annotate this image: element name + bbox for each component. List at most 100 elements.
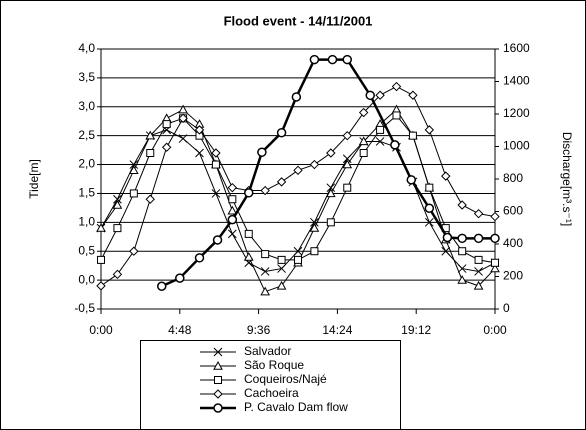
marker <box>277 255 286 264</box>
marker <box>162 120 171 129</box>
marker <box>260 286 271 296</box>
y2-tick-label: 200 <box>503 269 523 283</box>
marker <box>195 148 204 158</box>
marker <box>244 229 253 238</box>
y-tick-label: 0,0 <box>78 272 95 286</box>
marker <box>260 185 270 196</box>
marker <box>129 160 139 169</box>
marker <box>146 149 155 157</box>
marker <box>425 183 434 192</box>
marker <box>309 223 320 232</box>
marker <box>112 269 123 280</box>
marker <box>325 188 336 198</box>
marker <box>211 148 221 158</box>
marker <box>213 389 223 399</box>
marker <box>261 250 270 259</box>
marker <box>309 159 320 170</box>
marker <box>359 149 368 157</box>
marker <box>310 217 319 227</box>
marker <box>214 376 222 384</box>
marker <box>441 171 451 181</box>
legend-label: Salvador <box>244 344 291 358</box>
marker <box>326 183 336 193</box>
y2-tick-label: 0 <box>503 301 510 315</box>
marker <box>457 200 467 210</box>
marker <box>392 111 401 120</box>
marker <box>342 159 353 169</box>
y-tick-label: 3,0 <box>78 99 95 113</box>
x-tick-label: 0:00 <box>89 323 113 337</box>
marker <box>293 246 303 256</box>
marker <box>358 136 369 146</box>
marker <box>276 127 287 138</box>
marker <box>358 107 369 118</box>
y2-tick-label: 800 <box>503 171 523 185</box>
x-tick-label: 0:00 <box>483 323 507 337</box>
y2-tick-label: 1200 <box>503 106 530 120</box>
marker <box>194 125 205 135</box>
marker <box>441 246 451 256</box>
y-tick-label: 1,0 <box>78 215 95 229</box>
y-tick-label: 2,0 <box>78 157 95 171</box>
marker <box>213 347 223 357</box>
marker <box>474 255 483 264</box>
marker <box>491 258 499 267</box>
marker <box>473 280 484 290</box>
marker <box>310 247 319 256</box>
marker <box>145 194 155 204</box>
y-tick-label: 3,5 <box>78 70 95 84</box>
marker <box>342 54 352 65</box>
y2-tick-label: 1000 <box>503 139 530 153</box>
marker <box>375 137 385 146</box>
marker <box>96 223 106 232</box>
marker <box>194 253 205 263</box>
y2-tick-label: 1400 <box>503 74 530 88</box>
y-tick-label: 0,5 <box>78 243 95 257</box>
marker <box>113 194 122 204</box>
marker <box>129 246 139 256</box>
marker <box>212 235 223 245</box>
legend-box <box>140 340 401 430</box>
x-tick-label: 4:48 <box>168 323 192 337</box>
marker <box>424 125 435 135</box>
legend-label: São Roque <box>244 358 304 372</box>
marker <box>406 175 417 185</box>
marker <box>342 130 352 141</box>
marker <box>243 251 254 261</box>
marker <box>490 233 500 244</box>
marker <box>424 217 434 227</box>
y2-axis-title: Discharge[m³.s⁻¹] <box>560 132 574 226</box>
marker <box>128 165 139 175</box>
marker <box>457 233 467 244</box>
marker <box>326 148 336 158</box>
marker <box>227 182 238 193</box>
marker <box>375 90 385 100</box>
marker <box>113 224 122 233</box>
marker <box>276 280 287 290</box>
marker <box>457 264 467 273</box>
marker <box>257 147 267 157</box>
marker <box>178 134 188 143</box>
marker <box>178 113 188 124</box>
y-tick-label: 4,0 <box>78 41 95 55</box>
y-axis-title: Tide[m] <box>27 159 41 199</box>
marker <box>227 214 238 225</box>
plot-frame <box>100 48 496 310</box>
marker <box>156 281 167 291</box>
legend-label: P. Cavalo Dam flow <box>244 400 348 414</box>
x-tick-label: 19:12 <box>401 323 431 337</box>
marker <box>457 275 468 284</box>
marker <box>244 188 254 198</box>
marker <box>145 130 156 140</box>
marker <box>473 208 484 219</box>
marker <box>213 403 223 413</box>
marker <box>294 255 302 264</box>
legend-label: Cachoeira <box>244 386 299 400</box>
chart-title: Flood event - 14/11/2001 <box>224 13 373 28</box>
marker <box>129 189 138 198</box>
marker <box>291 92 302 102</box>
marker <box>96 281 106 291</box>
marker <box>424 203 435 213</box>
y2-tick-label: 400 <box>503 236 523 250</box>
